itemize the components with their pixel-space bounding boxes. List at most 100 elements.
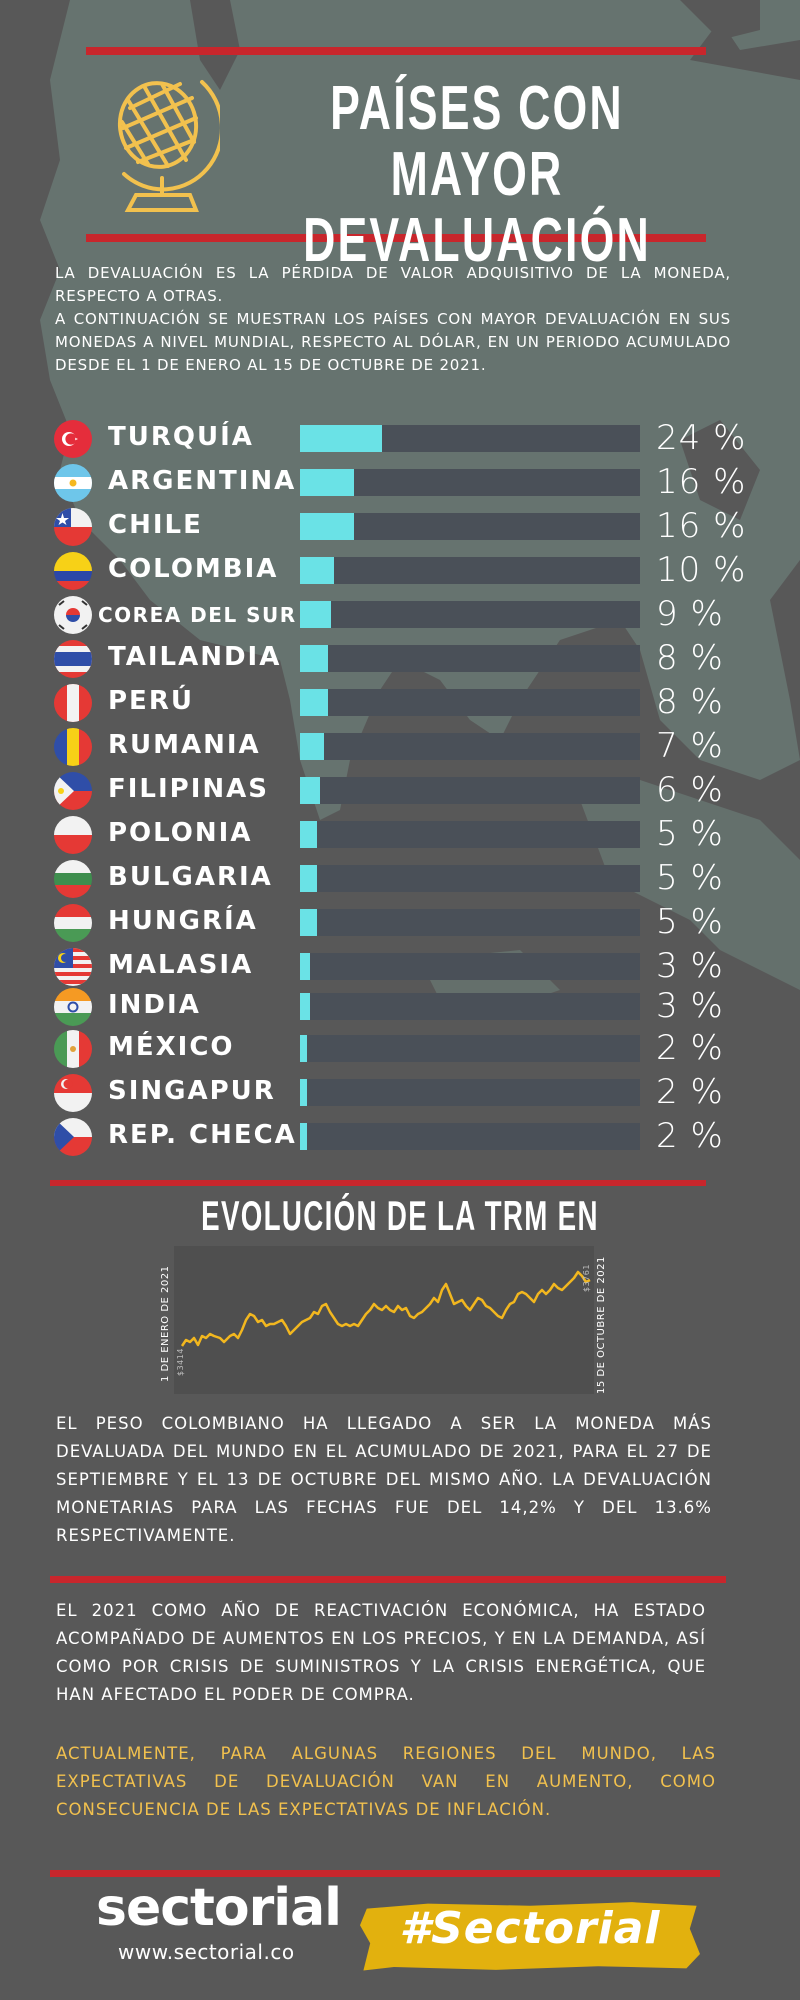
india-flag-icon [54,988,92,1026]
country-name: TAILANDIA [108,642,282,672]
value-label: 3 % [656,986,724,1026]
bar-track [300,1079,640,1106]
country-name: COREA DEL SUR [98,603,297,627]
bulgaria-flag-icon [54,860,92,898]
bar-track [300,777,640,804]
bar-track [300,425,640,452]
country-row: COREA DEL SUR 9 % [0,592,800,636]
country-name: PERÚ [108,686,194,716]
bar-fill [300,993,310,1020]
country-name: SINGAPUR [108,1076,276,1106]
bar-fill [300,689,328,716]
value-label: 6 % [656,770,724,810]
bar-track [300,821,640,848]
trm-end-date: 15 DE OCTUBRE DE 2021 [596,1256,607,1394]
country-name: FILIPINAS [108,774,270,804]
bar-fill [300,1035,307,1062]
country-name: POLONIA [108,818,253,848]
bar-track [300,469,640,496]
hashtag-text: #Sectorial [399,1903,661,1954]
country-row: TAILANDIA 8 % [0,636,800,680]
bar-fill [300,1123,307,1150]
page-title: PAÍSES CON MAYOR DEVALUACIÓN [303,74,651,275]
bar-fill [300,601,331,628]
intro-definition: LA DEVALUACIÓN ES LA PÉRDIDA DE VALOR AD… [55,264,731,305]
sectorial-logo: sectorial [96,1878,342,1938]
website-link[interactable]: www.sectorial.co [118,1940,295,1964]
mexico-flag-icon [54,1030,92,1068]
country-name: REP. CHECA [108,1120,297,1150]
bar-fill [300,909,317,936]
country-row: HUNGRÍA 5 % [0,900,800,944]
colombia-summary-text: EL PESO COLOMBIANO HA LLEGADO A SER LA M… [56,1414,712,1545]
bar-fill [300,513,354,540]
country-name: MÉXICO [108,1032,235,1062]
peru-flag-icon [54,684,92,722]
country-row: CHILE 16 % [0,504,800,548]
bar-fill [300,1079,307,1106]
bar-track [300,993,640,1020]
country-row: POLONIA 5 % [0,812,800,856]
country-name: HUNGRÍA [108,906,258,936]
bar-track [300,557,640,584]
value-label: 10 % [656,550,747,590]
country-name: MALASIA [108,950,254,980]
thailand-flag-icon [54,640,92,678]
intro-description: A CONTINUACIÓN SE MUESTRAN LOS PAÍSES CO… [55,310,731,374]
country-row: BULGARIA 5 % [0,856,800,900]
singapore-flag-icon [54,1074,92,1112]
malaysia-flag-icon [54,948,92,986]
trm-divider [50,1180,706,1186]
value-label: 2 % [656,1072,724,1112]
trm-start-value: $3414 [176,1348,185,1376]
value-label: 5 % [656,858,724,898]
country-row: PERÚ 8 % [0,680,800,724]
bar-track [300,1035,640,1062]
bar-fill [300,645,328,672]
argentina-flag-icon [54,464,92,502]
country-row: TURQUÍA 24 % [0,416,800,460]
trm-end-value: $3761 [582,1264,591,1292]
intro-text: LA DEVALUACIÓN ES LA PÉRDIDA DE VALOR AD… [55,262,731,377]
header-bottom-divider [86,234,706,242]
globe-icon [117,80,220,212]
value-label: 7 % [656,726,724,766]
country-row: COLOMBIA 10 % [0,548,800,592]
value-label: 24 % [656,418,747,458]
bar-fill [300,425,382,452]
bar-track [300,601,640,628]
bar-fill [300,557,334,584]
philippines-flag-icon [54,772,92,810]
bar-track [300,645,640,672]
value-label: 5 % [656,814,724,854]
value-label: 2 % [656,1116,724,1156]
bar-fill [300,953,310,980]
czech-flag-icon [54,1118,92,1156]
country-name: TURQUÍA [108,422,254,452]
colombia-flag-icon [54,552,92,590]
value-label: 8 % [656,638,724,678]
turkey-flag-icon [54,420,92,458]
trm-start-date: 1 DE ENERO DE 2021 [160,1265,171,1383]
country-row: RUMANIA 7 % [0,724,800,768]
outlook-text: ACTUALMENTE, PARA ALGUNAS REGIONES DEL M… [56,1744,716,1819]
bar-fill [300,777,320,804]
bar-track [300,513,640,540]
country-name: COLOMBIA [108,554,279,584]
bar-track [300,953,640,980]
country-name: ARGENTINA [108,466,297,496]
context-divider [50,1576,726,1583]
hungary-flag-icon [54,904,92,942]
trm-line [180,1270,591,1347]
country-name: RUMANIA [108,730,261,760]
south-korea-flag-icon [54,596,92,634]
value-label: 8 % [656,682,724,722]
value-label: 2 % [656,1028,724,1068]
country-name: CHILE [108,510,203,540]
value-label: 5 % [656,902,724,942]
bar-track [300,733,640,760]
bar-fill [300,733,324,760]
footer-divider [50,1870,720,1877]
romania-flag-icon [54,728,92,766]
country-row: REP. CHECA 2 % [0,1114,800,1158]
